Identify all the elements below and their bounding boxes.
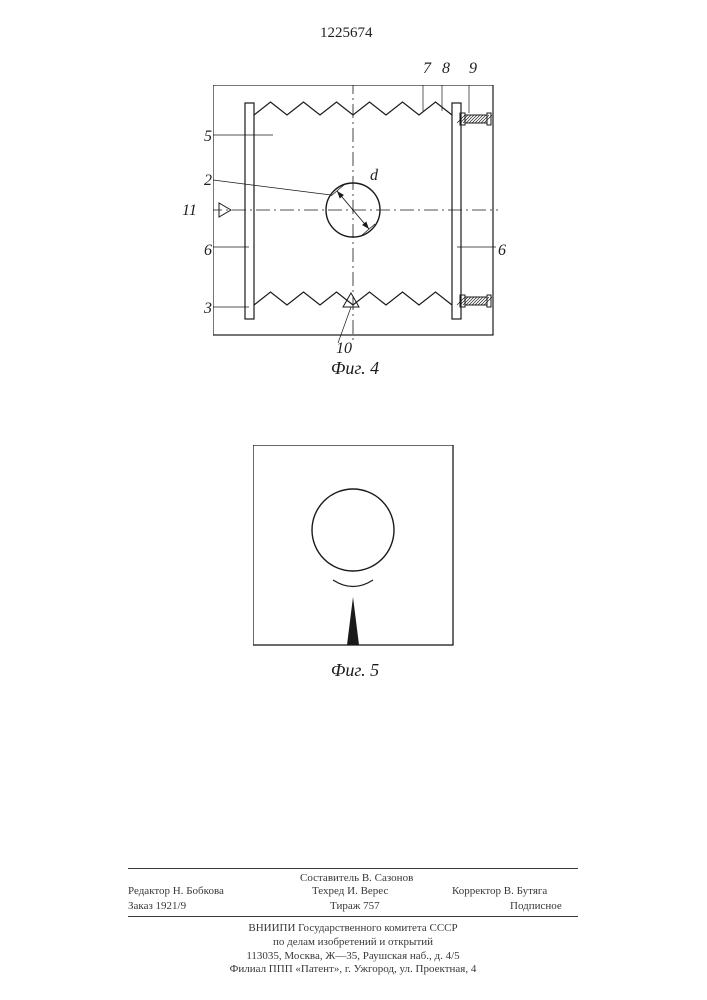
label-6-left: 6 — [204, 242, 212, 260]
fig4-caption: Фиг. 4 — [320, 358, 390, 379]
footer-editor: Редактор Н. Бобкова — [128, 885, 224, 899]
footer-rule-mid — [128, 916, 578, 917]
label-6-right: 6 — [498, 242, 506, 260]
label-2: 2 — [204, 172, 212, 190]
footer-order: Заказ 1921/9 — [128, 900, 186, 914]
label-8: 8 — [442, 60, 450, 78]
footer-tekhred: Техред И. Верес — [312, 885, 388, 899]
label-5: 5 — [204, 128, 212, 146]
label-10: 10 — [336, 340, 352, 358]
label-3: 3 — [204, 300, 212, 318]
label-d: d — [370, 167, 378, 185]
label-9: 9 — [469, 60, 477, 78]
fig5-caption: Фиг. 5 — [320, 660, 390, 681]
footer-subscribe: Подписное — [510, 900, 562, 914]
footer-block: ВНИИПИ Государственного комитета СССРпо … — [128, 922, 578, 977]
footer-compiler: Составитель В. Сазонов — [300, 872, 413, 886]
label-11: 11 — [182, 202, 197, 220]
footer-rule-top — [128, 868, 578, 869]
footer-tirazh: Тираж 757 — [330, 900, 380, 914]
figure-5 — [253, 445, 458, 650]
label-7: 7 — [423, 60, 431, 78]
footer-corrector: Корректор В. Бутяга — [452, 885, 547, 899]
page-number: 1225674 — [320, 25, 373, 42]
figure-4 — [213, 85, 513, 355]
